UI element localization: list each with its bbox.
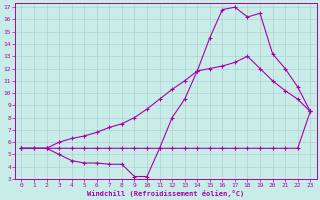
X-axis label: Windchill (Refroidissement éolien,°C): Windchill (Refroidissement éolien,°C): [87, 190, 244, 197]
